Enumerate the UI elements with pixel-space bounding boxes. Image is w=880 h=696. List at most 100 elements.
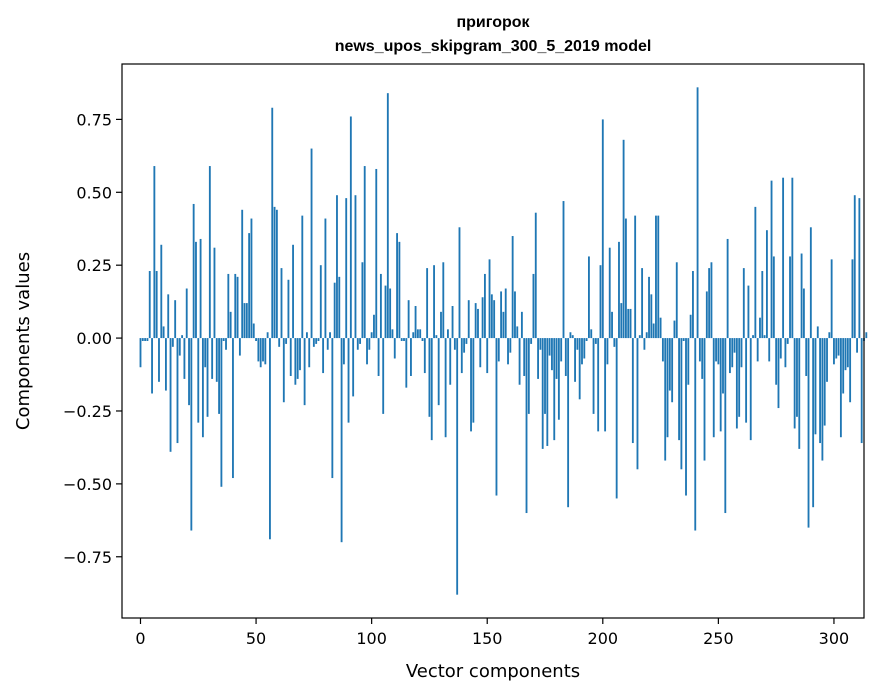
- bar: [373, 314, 375, 339]
- bar: [241, 209, 244, 339]
- bar: [349, 116, 352, 339]
- bar: [856, 338, 858, 353]
- bar: [708, 268, 711, 339]
- bar: [185, 288, 188, 339]
- bar: [324, 218, 327, 339]
- bar: [798, 338, 801, 449]
- bar: [865, 332, 868, 339]
- x-tick-label: 0: [135, 629, 145, 648]
- bar: [354, 195, 357, 339]
- bar: [430, 338, 433, 441]
- bar: [266, 332, 269, 339]
- bar: [634, 215, 637, 339]
- bar: [851, 259, 854, 339]
- bar: [238, 338, 241, 356]
- bar: [687, 338, 690, 385]
- bar: [726, 238, 729, 339]
- bar: [500, 291, 503, 339]
- bar: [273, 206, 276, 339]
- bar: [377, 338, 380, 376]
- bar: [823, 338, 826, 426]
- bar: [352, 338, 355, 397]
- bar: [671, 338, 674, 403]
- bar: [201, 338, 204, 438]
- bar: [490, 294, 493, 339]
- bar: [664, 338, 667, 461]
- bar: [756, 338, 759, 362]
- bar: [472, 338, 475, 423]
- bar: [442, 262, 445, 339]
- bar: [765, 230, 768, 339]
- bar: [148, 271, 151, 339]
- bar: [280, 268, 283, 339]
- bar: [793, 338, 796, 429]
- bar: [296, 338, 299, 379]
- bar: [585, 338, 588, 341]
- bar: [310, 148, 313, 339]
- bar: [835, 338, 838, 359]
- bar: [151, 338, 153, 394]
- bar: [620, 303, 623, 339]
- bar: [410, 338, 412, 376]
- bar: [262, 338, 264, 362]
- bar: [668, 338, 671, 391]
- bar: [396, 233, 398, 339]
- bar: [735, 338, 738, 429]
- bar: [278, 338, 281, 347]
- bar: [733, 338, 736, 353]
- y-tick-label: 0.00: [76, 329, 112, 348]
- bar: [486, 338, 489, 374]
- bar: [740, 338, 743, 368]
- bar: [775, 338, 778, 385]
- bar: [456, 338, 459, 595]
- bar: [546, 338, 549, 446]
- bar: [259, 338, 262, 368]
- bar: [509, 338, 512, 353]
- bar: [176, 338, 179, 444]
- bar: [308, 338, 311, 368]
- bar: [537, 338, 539, 379]
- y-tick-label: 0.75: [76, 110, 112, 129]
- bar: [403, 338, 405, 341]
- bar: [532, 273, 535, 339]
- bar: [250, 218, 253, 339]
- bar: [236, 276, 239, 339]
- bar: [398, 241, 401, 339]
- bar: [393, 338, 396, 359]
- bar: [583, 338, 586, 359]
- bar: [615, 338, 618, 499]
- bar: [724, 338, 727, 514]
- bar: [463, 338, 466, 353]
- bar: [680, 338, 683, 470]
- bar: [710, 262, 713, 339]
- bar: [809, 227, 812, 339]
- bar: [768, 338, 771, 362]
- bar: [340, 338, 343, 543]
- bar: [830, 259, 833, 339]
- bar: [232, 338, 234, 479]
- bar: [779, 338, 782, 359]
- bar: [581, 338, 583, 365]
- bar: [453, 338, 456, 350]
- bar: [821, 338, 824, 461]
- bar: [329, 332, 331, 339]
- bar: [331, 338, 334, 479]
- bar: [356, 338, 359, 350]
- bar: [211, 338, 214, 379]
- bar: [627, 308, 630, 339]
- bar: [204, 338, 207, 368]
- bar: [493, 300, 496, 339]
- bar: [435, 335, 438, 339]
- bar: [382, 338, 385, 414]
- bar: [622, 139, 625, 339]
- chart-title: пригорок: [456, 14, 530, 31]
- bar: [155, 271, 158, 339]
- bar: [650, 294, 653, 339]
- bar: [826, 338, 828, 382]
- x-tick-label: 300: [819, 629, 850, 648]
- bar: [271, 107, 274, 339]
- bar: [386, 93, 389, 339]
- bar: [488, 259, 491, 339]
- bar: [412, 332, 415, 339]
- bar: [225, 338, 227, 350]
